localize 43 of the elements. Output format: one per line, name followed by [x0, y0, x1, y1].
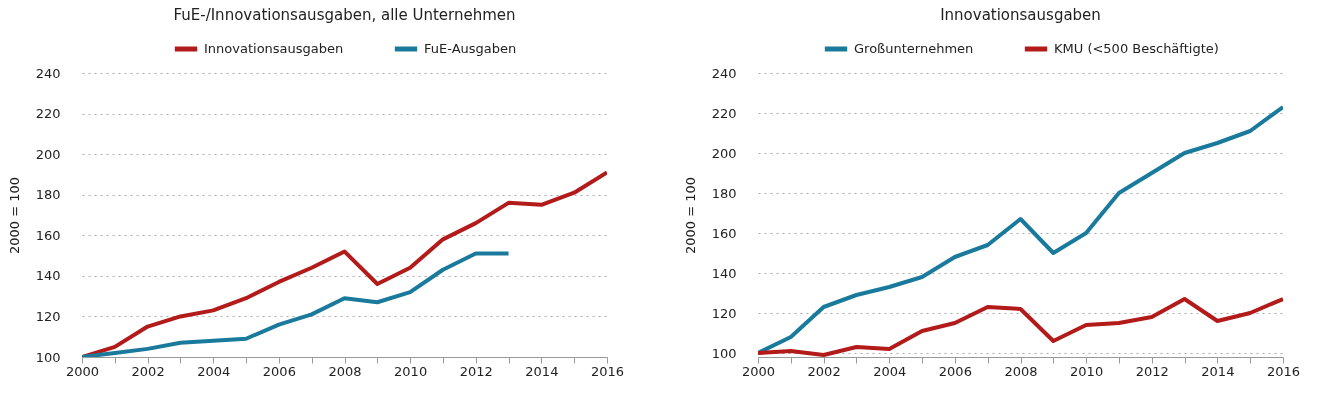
- y-tick-label: 220: [711, 105, 737, 121]
- y-tick-label: 200: [35, 146, 61, 162]
- x-tick-label: 2002: [807, 363, 841, 379]
- x-tick-label: 2000: [741, 363, 776, 379]
- y-tick-label: 140: [711, 265, 737, 281]
- line-series: [82, 251, 511, 357]
- y-axis-title: 2000 = 100: [682, 176, 698, 255]
- y-tick-label: 120: [711, 305, 737, 321]
- x-tick-label: 2006: [938, 363, 972, 379]
- y-tick-label: 240: [711, 65, 737, 81]
- legend-label: Großunternehmen: [854, 41, 974, 56]
- x-tick-label: 2006: [262, 363, 296, 379]
- y-tick-label: 160: [35, 227, 61, 243]
- x-tick-label: 2010: [1070, 363, 1104, 379]
- y-tick-label: 100: [711, 345, 737, 361]
- legend-label: FuE-Ausgaben: [424, 41, 517, 56]
- x-tick-label: 2012: [1135, 363, 1169, 379]
- chart-title: FuE-/Innovationsausgaben, alle Unternehmen: [173, 6, 516, 24]
- x-tick-label: 2000: [65, 363, 100, 379]
- x-tick-label: 2012: [459, 363, 493, 379]
- legend-label: Innovationsausgaben: [204, 41, 344, 56]
- x-tick-label: 2002: [131, 363, 165, 379]
- y-tick-label: 100: [35, 349, 61, 365]
- y-axis-title: 2000 = 100: [6, 176, 22, 255]
- y-tick-label: 180: [35, 187, 61, 203]
- y-tick-label: 200: [711, 145, 737, 161]
- y-tick-label: 180: [711, 185, 737, 201]
- x-tick-label: 2010: [394, 363, 428, 379]
- x-tick-label: 2004: [197, 363, 231, 379]
- x-tick-label: 2016: [1266, 363, 1301, 379]
- y-tick-label: 140: [35, 268, 61, 284]
- y-tick-label: 220: [35, 106, 61, 122]
- chart-title: Innovationsausgaben: [940, 6, 1101, 24]
- x-tick-label: 2014: [1201, 363, 1235, 379]
- x-tick-label: 2008: [1004, 363, 1038, 379]
- x-tick-label: 2014: [525, 363, 559, 379]
- y-tick-label: 160: [711, 225, 737, 241]
- x-tick-label: 2016: [590, 363, 625, 379]
- y-tick-label: 120: [35, 308, 61, 324]
- x-tick-label: 2004: [873, 363, 907, 379]
- x-tick-label: 2008: [328, 363, 362, 379]
- legend-label: KMU (<500 Beschäftigte): [1054, 41, 1219, 56]
- y-tick-label: 240: [35, 65, 61, 81]
